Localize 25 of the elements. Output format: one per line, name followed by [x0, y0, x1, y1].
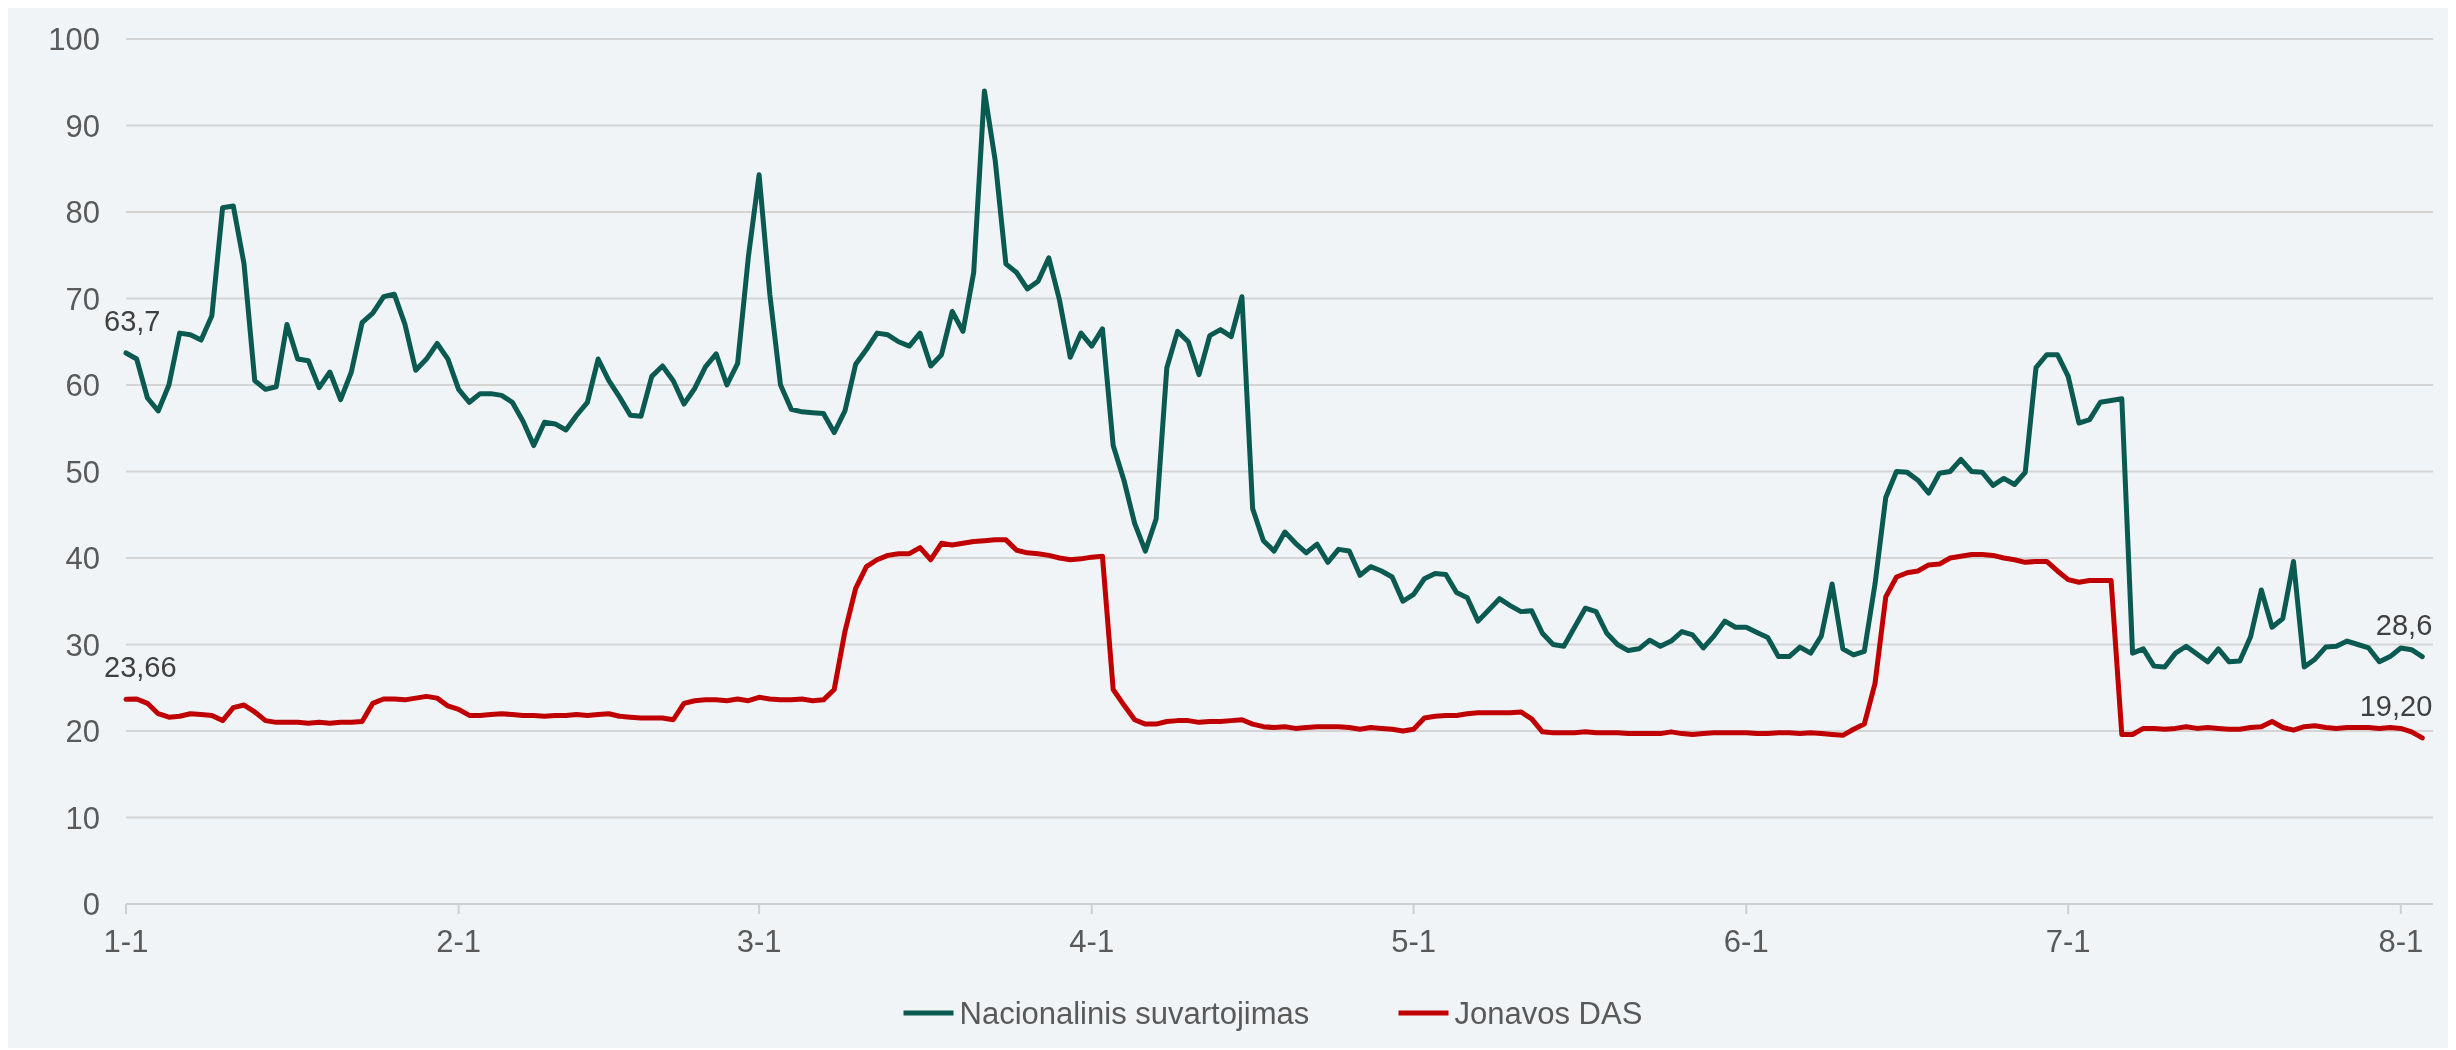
y-tick-label: 80 [65, 195, 100, 230]
annotation: 63,7 [104, 304, 161, 337]
y-tick-label: 10 [65, 800, 100, 836]
y-tick-label: 20 [65, 714, 100, 749]
y-tick-label: 60 [65, 368, 100, 403]
x-tick-label: 8-1 [2378, 924, 2424, 959]
annotation: 28,6 [2375, 608, 2433, 641]
annotation: 19,20 [2359, 689, 2433, 722]
x-tick-label: 7-1 [2045, 924, 2091, 959]
legend-label: Jonavos DAS [1454, 996, 1643, 1031]
y-tick-label: 30 [65, 627, 100, 663]
x-tick-label: 3-1 [736, 924, 782, 959]
y-tick-label: 100 [48, 22, 100, 57]
y-tick-label: 90 [65, 108, 100, 144]
x-tick-label: 6-1 [1723, 924, 1769, 959]
x-tick-label: 1-1 [103, 924, 149, 959]
y-tick-label: 40 [65, 541, 100, 576]
y-tick-label: 0 [82, 887, 100, 922]
y-tick-label: 70 [65, 281, 100, 317]
annotation: 23,66 [104, 651, 177, 684]
x-tick-label: 5-1 [1391, 924, 1437, 959]
legend-label: Nacionalinis suvartojimas [959, 996, 1310, 1031]
y-tick-label: 50 [65, 454, 100, 490]
x-tick-label: 4-1 [1069, 924, 1115, 959]
x-tick-label: 2-1 [436, 924, 482, 959]
